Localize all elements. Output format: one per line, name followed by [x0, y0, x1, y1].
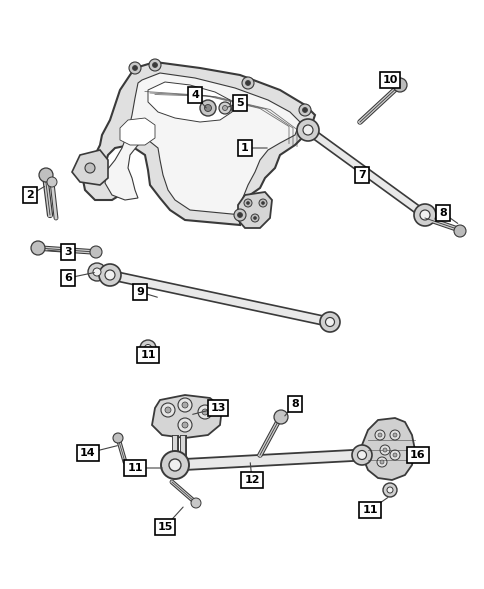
Circle shape — [165, 407, 171, 413]
Circle shape — [149, 59, 161, 71]
Circle shape — [88, 263, 106, 281]
Text: 13: 13 — [210, 403, 225, 413]
Circle shape — [242, 77, 254, 89]
Circle shape — [258, 199, 267, 207]
Circle shape — [197, 405, 212, 419]
Circle shape — [302, 108, 307, 112]
Circle shape — [389, 450, 399, 460]
Circle shape — [413, 204, 435, 226]
Circle shape — [191, 498, 200, 508]
Circle shape — [222, 105, 227, 111]
Circle shape — [243, 199, 252, 207]
Circle shape — [113, 433, 123, 443]
Text: 10: 10 — [381, 75, 397, 85]
Text: 3: 3 — [64, 247, 72, 257]
Polygon shape — [120, 118, 155, 145]
Circle shape — [140, 340, 156, 356]
Circle shape — [93, 268, 101, 276]
Polygon shape — [305, 127, 426, 219]
Circle shape — [419, 210, 429, 220]
Circle shape — [253, 217, 256, 220]
Text: 8: 8 — [438, 208, 446, 218]
Polygon shape — [105, 73, 300, 215]
Text: 11: 11 — [362, 505, 377, 515]
Circle shape — [261, 201, 264, 204]
Circle shape — [152, 62, 157, 68]
Circle shape — [453, 225, 465, 237]
Circle shape — [105, 270, 115, 280]
Text: 6: 6 — [64, 273, 72, 283]
Circle shape — [47, 177, 57, 187]
Circle shape — [99, 264, 121, 286]
Circle shape — [296, 119, 318, 141]
Circle shape — [377, 433, 381, 437]
Circle shape — [204, 104, 211, 111]
Circle shape — [246, 201, 249, 204]
Text: 5: 5 — [236, 98, 243, 108]
Text: 2: 2 — [26, 190, 34, 200]
Text: 7: 7 — [357, 170, 365, 180]
Text: 16: 16 — [409, 450, 425, 460]
Circle shape — [325, 317, 334, 326]
Polygon shape — [361, 418, 414, 480]
Circle shape — [351, 445, 371, 465]
Circle shape — [178, 398, 192, 412]
Circle shape — [199, 100, 215, 116]
Text: 15: 15 — [157, 522, 172, 532]
Circle shape — [273, 410, 287, 424]
Circle shape — [90, 246, 102, 258]
Circle shape — [251, 214, 258, 222]
Circle shape — [392, 453, 396, 457]
Circle shape — [182, 422, 188, 428]
Circle shape — [382, 448, 386, 452]
Circle shape — [392, 433, 396, 437]
Polygon shape — [82, 62, 314, 225]
Circle shape — [374, 430, 384, 440]
Circle shape — [319, 312, 339, 332]
Circle shape — [168, 459, 181, 471]
Circle shape — [386, 487, 392, 493]
Text: 4: 4 — [191, 90, 198, 100]
Circle shape — [201, 409, 208, 415]
Circle shape — [129, 62, 141, 74]
Polygon shape — [151, 395, 222, 438]
Circle shape — [392, 78, 406, 92]
Text: 14: 14 — [80, 448, 96, 458]
Circle shape — [132, 65, 137, 71]
Circle shape — [39, 168, 53, 182]
Circle shape — [298, 104, 310, 116]
Circle shape — [382, 483, 396, 497]
Circle shape — [161, 403, 175, 417]
Circle shape — [357, 451, 366, 459]
Circle shape — [31, 241, 45, 255]
Text: 12: 12 — [244, 475, 259, 485]
Circle shape — [182, 402, 188, 408]
Polygon shape — [72, 150, 108, 185]
Circle shape — [389, 430, 399, 440]
Circle shape — [219, 102, 230, 114]
Polygon shape — [109, 270, 330, 326]
Circle shape — [379, 445, 389, 455]
Circle shape — [237, 213, 242, 217]
Circle shape — [233, 209, 245, 221]
Circle shape — [302, 125, 312, 135]
Text: 9: 9 — [136, 287, 144, 297]
Circle shape — [245, 81, 250, 85]
Circle shape — [161, 451, 189, 479]
Circle shape — [379, 460, 383, 464]
Text: 11: 11 — [140, 350, 155, 360]
Circle shape — [85, 163, 95, 173]
Polygon shape — [174, 449, 362, 471]
Text: 1: 1 — [241, 143, 248, 153]
Circle shape — [178, 418, 192, 432]
Polygon shape — [148, 82, 231, 122]
Text: 8: 8 — [290, 399, 298, 409]
Text: 11: 11 — [127, 463, 142, 473]
Circle shape — [376, 457, 386, 467]
Polygon shape — [238, 192, 272, 228]
Circle shape — [144, 345, 151, 352]
